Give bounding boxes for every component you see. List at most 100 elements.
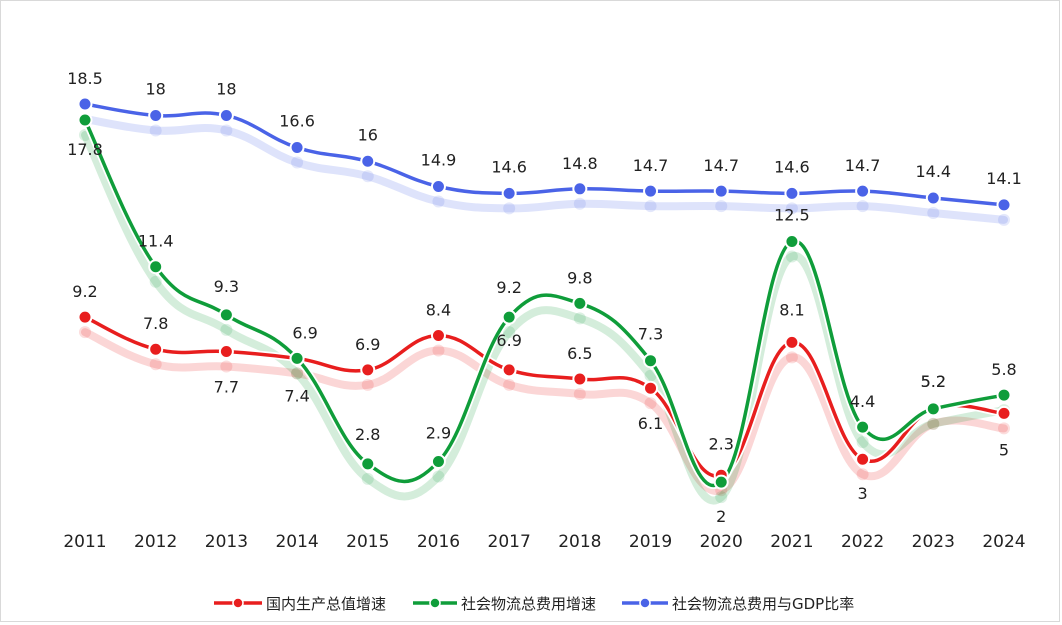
logistics-cost-gdp-ratio-shadow-point xyxy=(856,200,869,213)
logistics-cost-gdp-ratio-point-2019 xyxy=(643,183,659,199)
logistics-cost-growth-shadow-point xyxy=(361,472,374,485)
logistics-cost-growth-point-2015 xyxy=(360,456,376,472)
gdp-growth-point-2012 xyxy=(148,341,164,357)
x-tick-2012: 2012 xyxy=(134,532,177,552)
logistics-cost-gdp-ratio-point-2016 xyxy=(430,179,446,195)
logistics-cost-gdp-ratio-shadow-point xyxy=(361,170,374,183)
logistics-cost-gdp-ratio-shadow-point xyxy=(998,213,1010,226)
gdp-growth-shadow-point xyxy=(79,326,91,339)
logistics-cost-gdp-ratio-point-2013 xyxy=(218,107,234,123)
x-tick-2021: 2021 xyxy=(770,532,813,552)
gdp-growth-shadow-point xyxy=(220,360,233,373)
gdp-growth-point-2022 xyxy=(855,451,871,467)
logistics-cost-growth-shadow-point xyxy=(785,250,798,263)
logistics-cost-gdp-ratio-point-2020 xyxy=(713,183,729,199)
gdp-growth-label-2017: 6.9 xyxy=(496,331,521,350)
gdp-growth-point-2018 xyxy=(572,371,588,387)
logistics-cost-gdp-ratio-label-2012: 18 xyxy=(146,79,166,98)
gdp-growth-point-2019 xyxy=(643,380,659,396)
logistics-cost-gdp-ratio-point-2014 xyxy=(289,140,305,156)
logistics-cost-growth-point-2012 xyxy=(148,259,164,275)
logistics-cost-growth-label-2024: 5.8 xyxy=(991,360,1016,379)
gdp-growth-point-2013 xyxy=(218,344,234,360)
logistics-cost-growth-shadow-point xyxy=(715,491,728,504)
x-tick-2019: 2019 xyxy=(629,532,672,552)
x-tick-2018: 2018 xyxy=(558,532,601,552)
gdp-growth-label-2015: 6.9 xyxy=(355,335,380,354)
logistics-cost-growth-label-2012: 11.4 xyxy=(138,232,174,251)
logistics-cost-growth-shadow xyxy=(81,131,1008,505)
logistics-cost-growth-point-2011 xyxy=(77,112,93,128)
logistics-cost-gdp-ratio-label-2015: 16 xyxy=(358,125,378,144)
legend-label: 社会物流总费用增速 xyxy=(461,595,596,613)
x-tick-2023: 2023 xyxy=(912,532,955,552)
gdp-growth-point-2024 xyxy=(996,405,1012,421)
logistics-cost-growth-label-2019: 7.3 xyxy=(638,325,663,344)
logistics-cost-growth-shadow-point xyxy=(644,369,657,382)
logistics-cost-gdp-ratio-point-2023 xyxy=(925,190,941,206)
logistics-cost-gdp-ratio-label-2013: 18 xyxy=(216,79,236,98)
gdp-growth-label-2021: 8.1 xyxy=(779,300,804,319)
gdp-growth-label-2016: 8.4 xyxy=(426,300,451,319)
gdp-growth-point-2017 xyxy=(501,362,517,378)
series-points xyxy=(77,96,1012,490)
legend-item-logistics-cost-growth: 社会物流总费用增速 xyxy=(413,595,596,613)
logistics-cost-growth-point-2024 xyxy=(996,387,1012,403)
logistics-cost-growth-label-2011: 17.8 xyxy=(67,140,103,159)
legend-label: 国内生产总值增速 xyxy=(266,595,386,613)
logistics-cost-gdp-ratio-point-2017 xyxy=(501,185,517,201)
gdp-growth-shadow-point xyxy=(503,378,516,391)
gdp-growth-shadow-point xyxy=(927,417,940,430)
logistics-cost-growth-shadow-point xyxy=(149,275,162,288)
gdp-growth-label-2020: 2.3 xyxy=(709,434,734,453)
gdp-growth-label-2014: 6.9 xyxy=(292,323,317,342)
x-tick-2011: 2011 xyxy=(63,532,106,552)
x-tick-2015: 2015 xyxy=(346,532,389,552)
logistics-cost-gdp-ratio-label-2011: 18.5 xyxy=(67,69,103,88)
gdp-growth-point-2021 xyxy=(784,334,800,350)
gdp-growth-shadow-point xyxy=(291,367,304,380)
logistics-cost-growth-shadow-point xyxy=(432,470,445,483)
logistics-cost-gdp-ratio-shadow-point xyxy=(927,206,940,219)
logistics-cost-gdp-ratio-label-2018: 14.8 xyxy=(562,154,598,173)
logistics-cost-gdp-ratio-shadow-point xyxy=(503,202,516,215)
logistics-cost-gdp-ratio-point-2022 xyxy=(855,183,871,199)
logistics-cost-growth-shadow-point xyxy=(927,417,940,430)
logistics-cost-gdp-ratio-point-2012 xyxy=(148,107,164,123)
gdp-growth-point-2016 xyxy=(430,327,446,343)
gdp-growth-label-2023: 5.2 xyxy=(921,372,946,391)
logistics-cost-gdp-ratio-shadow-point xyxy=(149,124,162,137)
logistics-cost-growth-label-2020: 2 xyxy=(716,507,726,526)
logistics-cost-gdp-ratio-point-2011 xyxy=(77,96,93,112)
gdp-growth-shadow-point xyxy=(361,378,374,391)
logistics-cost-gdp-ratio-label-2023: 14.4 xyxy=(915,162,951,181)
gdp-growth-shadow-point xyxy=(644,397,657,410)
x-tick-2013: 2013 xyxy=(205,532,248,552)
logistics-cost-growth-point-2014 xyxy=(289,350,305,366)
gdp-growth-label-2019: 6.1 xyxy=(638,414,663,433)
legend-item-logistics-cost-gdp-ratio: 社会物流总费用与GDP比率 xyxy=(622,595,854,613)
logistics-cost-growth-label-2022: 4.4 xyxy=(850,392,875,411)
logistics-cost-growth-point-2016 xyxy=(430,454,446,470)
gdp-growth-label-2018: 6.5 xyxy=(567,344,592,363)
logistics-cost-growth-point-2018 xyxy=(572,295,588,311)
logistics-cost-growth-label-2018: 9.8 xyxy=(567,268,592,287)
logistics-cost-growth-label-2016: 2.9 xyxy=(426,424,451,443)
logistics-cost-growth-label-2015: 2.8 xyxy=(355,425,380,444)
gdp-growth-label-2022: 3 xyxy=(858,484,868,503)
logistics-cost-gdp-ratio-shadow-point xyxy=(785,202,798,215)
logistics-cost-gdp-ratio-shadow-point xyxy=(644,200,657,213)
logistics-cost-gdp-ratio-label-2024: 14.1 xyxy=(986,169,1022,188)
x-tick-2014: 2014 xyxy=(275,532,318,552)
logistics-cost-gdp-ratio-shadow-point xyxy=(432,195,445,208)
gdp-growth-shadow-point xyxy=(856,468,869,481)
legend-swatch-marker xyxy=(429,597,441,609)
logistics-cost-growth-point-2022 xyxy=(855,419,871,435)
legend-item-gdp-growth: 国内生产总值增速 xyxy=(214,595,386,613)
logistics-cost-growth-label-2013: 9.3 xyxy=(214,277,239,296)
x-tick-2022: 2022 xyxy=(841,532,884,552)
logistics-cost-growth-shadow-point xyxy=(291,367,304,380)
legend-swatch-marker xyxy=(232,597,244,609)
logistics-cost-gdp-ratio-shadow-point xyxy=(573,197,586,210)
